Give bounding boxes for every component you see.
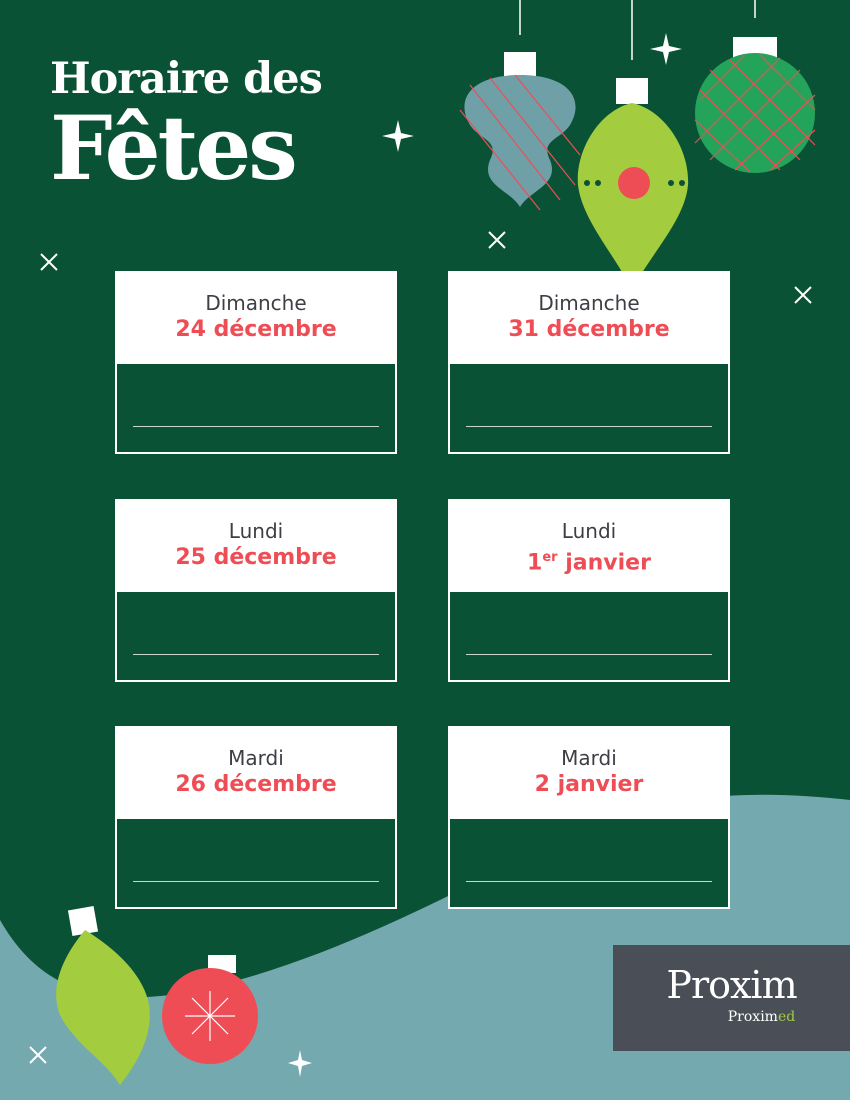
card-date: 26 décembre [175, 772, 337, 797]
ornament-round-icon [694, 0, 816, 173]
schedule-card-jan2: Mardi 2 janvier [448, 726, 730, 909]
card-day: Dimanche [205, 291, 307, 315]
logo-main: Proxim [666, 963, 797, 1007]
hours-line [466, 426, 712, 427]
title-line-1: Horaire des [50, 54, 323, 104]
proxim-logo: Proxim Proximed [613, 945, 850, 1051]
schedule-card-jan1: Lundi 1er janvier [448, 499, 730, 682]
schedule-card-dec31: Dimanche 31 décembre [448, 271, 730, 454]
card-day: Mardi [228, 746, 284, 770]
date-month: janvier [557, 550, 651, 576]
date-number: 1 [527, 550, 543, 576]
card-date: 24 décembre [175, 317, 337, 342]
logo-sub-ed: ed [777, 1009, 796, 1025]
ornament-teardrop-icon [577, 0, 689, 290]
page-title: Fêtes [50, 96, 298, 200]
card-day: Dimanche [538, 291, 640, 315]
sparkle-icons [288, 33, 682, 1077]
card-date: 25 décembre [175, 545, 337, 570]
ornament-striped-icon [459, 0, 581, 211]
hours-line [133, 881, 379, 882]
card-day: Mardi [561, 746, 617, 770]
hours-line [133, 654, 379, 655]
date-ordinal: er [542, 550, 558, 565]
schedule-card-dec25: Lundi 25 décembre [115, 499, 397, 682]
card-day: Lundi [228, 519, 284, 543]
hours-line [466, 654, 712, 655]
logo-sub: Proximed [673, 1009, 850, 1025]
ornament-bottom-red-icon [162, 955, 258, 1064]
cross-sparkle-icons [29, 231, 812, 1064]
card-date: 2 janvier [534, 772, 644, 797]
hours-line [133, 426, 379, 427]
card-date: 1er janvier [450, 543, 728, 578]
schedule-card-dec26: Mardi 26 décembre [115, 726, 397, 909]
card-day: Lundi [561, 519, 617, 543]
ornament-bottom-green-icon [56, 905, 150, 1085]
schedule-card-dec24: Dimanche 24 décembre [115, 271, 397, 454]
hours-line [466, 881, 712, 882]
card-date: 31 décembre [508, 317, 670, 342]
logo-sub-pre: Proxim [727, 1009, 778, 1025]
